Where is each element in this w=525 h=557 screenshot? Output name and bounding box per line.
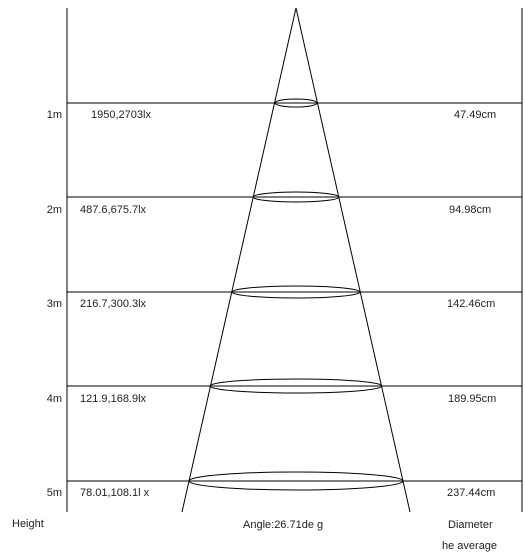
illuminance-value: 78.01,108.1l x	[80, 487, 150, 499]
illuminance-value: 1950,2703lx	[91, 109, 151, 121]
illuminance-value: 216.7,300.3lx	[80, 298, 147, 310]
average-note: he average	[442, 540, 497, 552]
illuminance-value: 487.6,675.7lx	[80, 204, 147, 216]
diameter-value: 237.44cm	[447, 487, 495, 499]
beam-ellipse	[209, 378, 383, 394]
height-label: 5m	[47, 487, 62, 499]
illuminance-value: 121.9,168.9lx	[80, 393, 147, 405]
height-label: 2m	[47, 204, 62, 216]
row-4m: 4m 121.9,168.9lx 189.95cm	[47, 378, 522, 405]
beam-ellipse	[252, 191, 340, 203]
diameter-value: 189.95cm	[448, 393, 496, 405]
beam-ellipse	[231, 285, 361, 299]
row-1m: 1m 1950,2703lx 47.49cm	[47, 98, 522, 121]
height-axis-label: Height	[12, 518, 44, 530]
row-2m: 2m 487.6,675.7lx 94.98cm	[47, 191, 522, 216]
cone-left-edge	[181, 7, 297, 513]
diameter-axis-label: Diameter	[448, 519, 493, 531]
cone-right-edge	[295, 7, 411, 513]
beam-ellipse	[188, 471, 404, 491]
row-5m: 5m 78.01,108.1l x 237.44cm	[47, 471, 522, 499]
row-3m: 3m 216.7,300.3lx 142.46cm	[47, 285, 522, 310]
diameter-value: 47.49cm	[454, 109, 496, 121]
diameter-value: 94.98cm	[449, 204, 491, 216]
angle-label: Angle:26.71de g	[243, 519, 323, 531]
beam-ellipse	[274, 98, 318, 108]
height-label: 4m	[47, 393, 62, 405]
height-label: 1m	[47, 109, 62, 121]
height-label: 3m	[47, 298, 62, 310]
diameter-value: 142.46cm	[447, 298, 495, 310]
